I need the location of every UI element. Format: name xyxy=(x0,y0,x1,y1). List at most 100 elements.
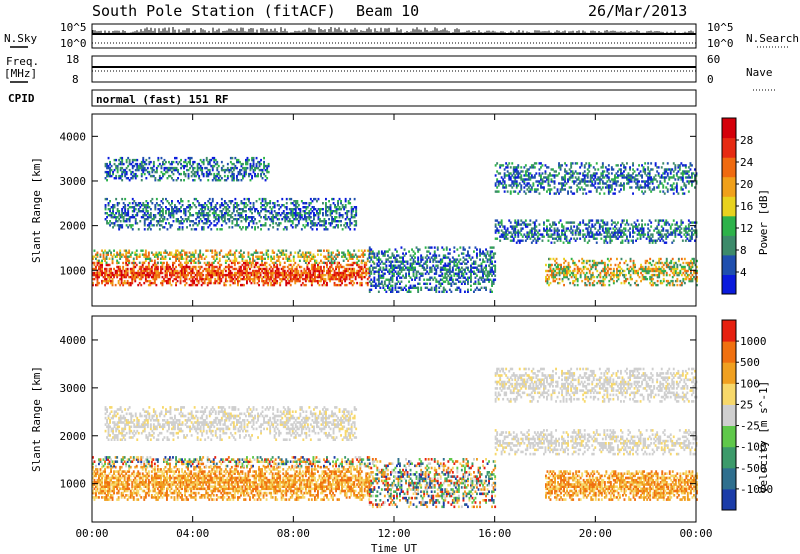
heatmap-cell xyxy=(289,259,292,262)
heatmap-cell xyxy=(215,265,218,269)
heatmap-cell xyxy=(370,248,373,251)
heatmap-cell xyxy=(280,279,283,283)
heatmap-cell xyxy=(190,259,193,262)
heatmap-cell xyxy=(189,212,191,215)
heatmap-cell xyxy=(260,158,262,162)
heatmap-cell xyxy=(182,249,185,252)
heatmap-cell xyxy=(175,206,178,209)
heatmap-cell xyxy=(371,280,374,283)
heatmap-cell xyxy=(453,246,456,249)
heatmap-cell xyxy=(489,288,492,291)
heatmap-cell xyxy=(175,210,178,213)
heatmap-cell xyxy=(261,251,263,254)
heatmap-cell xyxy=(171,206,173,209)
heatmap-cell xyxy=(199,275,202,279)
heatmap-cell xyxy=(232,162,235,166)
heatmap-cell xyxy=(272,202,275,205)
heatmap-cell xyxy=(175,179,178,182)
heatmap-cell xyxy=(294,269,297,273)
heatmap-cell xyxy=(266,202,269,205)
heatmap-cell xyxy=(241,271,244,275)
heatmap-cell xyxy=(218,253,221,256)
heatmap-cell xyxy=(288,271,291,275)
heatmap-cell xyxy=(429,260,432,263)
heatmap-cell xyxy=(457,260,460,263)
heatmap-cell xyxy=(138,255,141,258)
heatmap-cell xyxy=(252,269,254,273)
heatmap-cell xyxy=(224,273,227,277)
heatmap-cell xyxy=(134,273,137,277)
heatmap-cell xyxy=(146,202,149,205)
heatmap-cell xyxy=(223,174,226,178)
heatmap-cell xyxy=(391,280,394,283)
heatmap-cell xyxy=(201,228,204,231)
heatmap-cell xyxy=(140,277,143,281)
heatmap-cell xyxy=(533,176,536,179)
heatmap-cell xyxy=(119,166,122,170)
heatmap-cell xyxy=(496,178,499,181)
heatmap-cell xyxy=(429,282,432,285)
heatmap-cell xyxy=(207,172,210,176)
heatmap-cell xyxy=(214,206,217,209)
heatmap-cell xyxy=(101,265,103,269)
heatmap-cell xyxy=(326,261,328,265)
heatmap-cell xyxy=(282,216,285,219)
heatmap-cell xyxy=(282,204,285,207)
heatmap-cell xyxy=(182,257,185,260)
heatmap-cell xyxy=(491,262,493,265)
heatmap-cell xyxy=(140,179,143,182)
heatmap-cell xyxy=(110,168,113,172)
heatmap-cell xyxy=(127,210,130,213)
heatmap-cell xyxy=(482,270,484,273)
heatmap-cell xyxy=(92,267,94,271)
heatmap-cell xyxy=(98,261,100,265)
heatmap-cell xyxy=(258,257,260,260)
heatmap-cell xyxy=(297,271,300,275)
heatmap-cell xyxy=(197,269,200,273)
heatmap-cell xyxy=(161,261,164,265)
heatmap-cell xyxy=(351,273,354,277)
heatmap-cell xyxy=(642,192,645,195)
heatmap-cell xyxy=(453,250,456,253)
heatmap-cell xyxy=(588,190,591,193)
heatmap-cell xyxy=(169,271,171,275)
heatmap-cell xyxy=(223,168,226,172)
heatmap-cell xyxy=(137,273,140,277)
heatmap-cell xyxy=(250,271,253,275)
heatmap-cell xyxy=(397,286,400,289)
heatmap-cell xyxy=(279,222,282,225)
heatmap-cell xyxy=(585,162,588,165)
heatmap-cell xyxy=(385,278,388,281)
heatmap-cell xyxy=(236,210,238,213)
heatmap-cell xyxy=(142,164,145,168)
heatmap-cell xyxy=(193,253,196,256)
heatmap-cell xyxy=(265,271,268,275)
heatmap-cell xyxy=(610,178,613,181)
heatmap-cell xyxy=(405,276,407,279)
heatmap-cell xyxy=(326,257,328,260)
heatmap-cell xyxy=(538,162,541,165)
heatmap-cell xyxy=(309,271,312,275)
heatmap-cell xyxy=(589,184,592,187)
heatmap-cell xyxy=(110,206,113,209)
heatmap-cell xyxy=(108,267,111,271)
heatmap-cell xyxy=(172,265,174,269)
heatmap-cell xyxy=(228,220,231,223)
heatmap-cell xyxy=(307,271,310,275)
heatmap-cell xyxy=(134,277,137,281)
heatmap-cell xyxy=(113,204,116,207)
noise-tick-left-top: 10^5 xyxy=(60,21,87,34)
heatmap-cell xyxy=(476,268,478,271)
heatmap-cell xyxy=(258,255,260,258)
heatmap-cell xyxy=(171,210,173,213)
heatmap-cell xyxy=(524,192,527,195)
heatmap-cell xyxy=(101,249,103,252)
heatmap-cell xyxy=(126,263,129,267)
heatmap-cell xyxy=(260,228,262,231)
heatmap-cell xyxy=(417,286,420,289)
heatmap-cell xyxy=(294,273,297,277)
heatmap-cell xyxy=(212,261,215,264)
heatmap-cell xyxy=(529,184,532,187)
heatmap-cell xyxy=(188,271,191,275)
heatmap-cell xyxy=(127,204,130,207)
